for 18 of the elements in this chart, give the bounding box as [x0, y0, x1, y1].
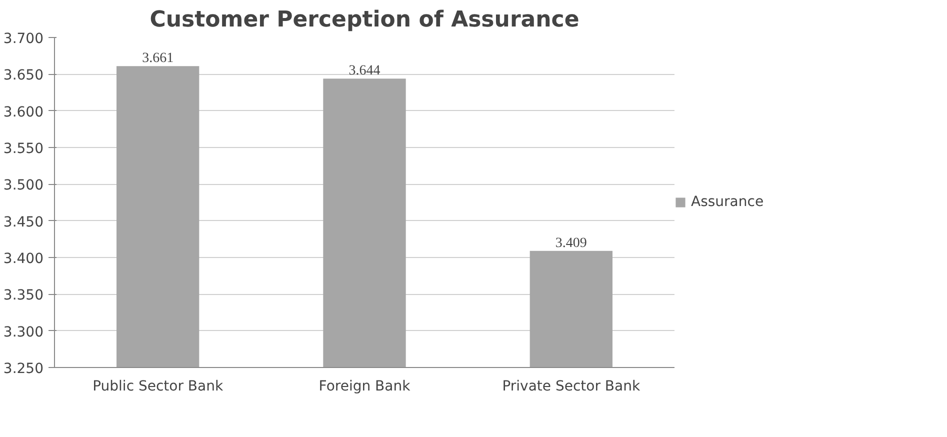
y-tick-label: 3.250 — [3, 361, 44, 377]
y-tick-label: 3.400 — [3, 251, 44, 267]
legend-label: Assurance — [691, 194, 764, 210]
data-label: 3.661 — [142, 51, 174, 66]
x-tick-label: Foreign Bank — [318, 378, 412, 394]
data-label: 3.409 — [555, 236, 587, 251]
x-tick-label: Public Sector Bank — [92, 378, 224, 394]
chart-title: Customer Perception of Assurance — [150, 8, 580, 32]
y-tick-label: 3.700 — [3, 31, 44, 47]
y-tick-label: 3.500 — [3, 178, 44, 194]
y-tick-label: 3.650 — [3, 68, 44, 84]
y-tick-label: 3.350 — [3, 288, 44, 304]
y-tick-label: 3.600 — [3, 104, 44, 120]
x-tick-label: Private Sector Bank — [502, 378, 641, 394]
y-tick-label: 3.450 — [3, 214, 44, 230]
data-label: 3.644 — [348, 64, 380, 79]
y-tick-label: 3.300 — [3, 324, 44, 340]
y-tick-label: 3.550 — [3, 141, 44, 157]
